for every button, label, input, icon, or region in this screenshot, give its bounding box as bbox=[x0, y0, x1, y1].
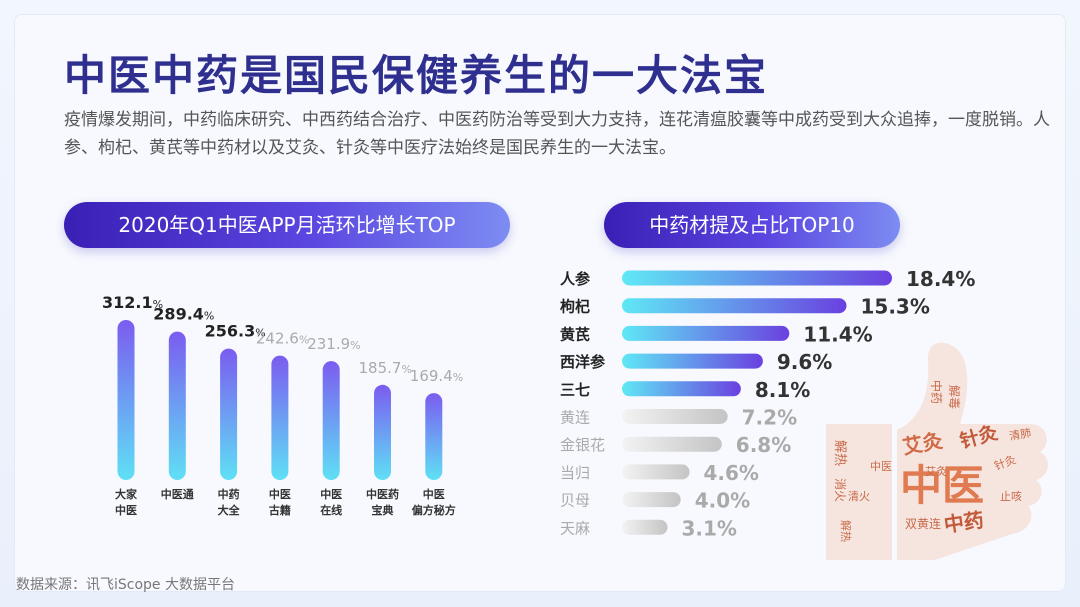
herb-bar-4 bbox=[622, 381, 741, 397]
left-bar-chart: 312.1%大家中医289.4%中医通256.3%中药大全242.6%中医古籍2… bbox=[102, 293, 463, 517]
app-category-label-4: 在线 bbox=[320, 503, 342, 517]
herb-name-2: 黄芪 bbox=[560, 325, 590, 343]
right-chart-title-pill: 中药材提及占比TOP10 bbox=[604, 202, 900, 248]
cloud-small-word-9: 解热 bbox=[839, 520, 853, 542]
herb-bar-9 bbox=[622, 519, 668, 535]
herb-name-1: 枸杞 bbox=[560, 298, 590, 316]
app-category-label-0: 大家 bbox=[115, 487, 138, 501]
herb-name-7: 当归 bbox=[560, 464, 590, 482]
app-category-label-3: 中医 bbox=[269, 487, 291, 501]
cloud-small-word-1: 消火 bbox=[833, 478, 847, 502]
cloud-small-word-8: 中医 bbox=[870, 460, 892, 473]
app-category-label-2: 大全 bbox=[218, 503, 241, 517]
herb-bar-1 bbox=[622, 298, 847, 314]
app-bar-2 bbox=[220, 348, 238, 480]
cloud-small-word-4: 解毒 bbox=[947, 385, 961, 409]
cloud-small-word-0: 解热 bbox=[832, 440, 847, 466]
herb-value-2: 11.4% bbox=[803, 322, 872, 346]
herb-bar-5 bbox=[622, 409, 728, 424]
app-bar-1 bbox=[168, 331, 186, 480]
app-bar-0 bbox=[117, 320, 135, 480]
herb-name-4: 三七 bbox=[560, 381, 590, 399]
right-bar-chart: 人参 18.4% 枸杞 15.3% 黄芪 11.4% 西洋参 9.6% 三七 8.1% 黄连 7.2%… bbox=[560, 267, 975, 540]
thumb-cuff-shape bbox=[826, 424, 892, 560]
app-value-label-3: 242.6% bbox=[256, 330, 309, 348]
cloud-small-word-3: 中药 bbox=[929, 380, 944, 404]
herb-value-0: 18.4% bbox=[906, 267, 975, 291]
app-value-label-6: 169.4% bbox=[410, 367, 463, 385]
app-category-label-3: 古籍 bbox=[269, 503, 291, 517]
herb-value-8: 4.0% bbox=[695, 489, 750, 513]
app-category-label-2: 中药 bbox=[218, 487, 240, 501]
data-source-note: 数据来源：讯飞iScope 大数据平台 bbox=[16, 577, 235, 593]
herb-value-7: 4.6% bbox=[704, 461, 759, 485]
cloud-big-word-0: 中医 bbox=[900, 461, 984, 510]
herb-value-6: 6.8% bbox=[736, 433, 791, 457]
app-bar-5 bbox=[374, 384, 391, 480]
herb-name-9: 天麻 bbox=[560, 519, 590, 537]
app-category-label-0: 中医 bbox=[115, 503, 137, 517]
app-bar-3 bbox=[271, 355, 289, 480]
cloud-small-word-11: 止咳 bbox=[1000, 489, 1022, 503]
app-category-label-4: 中医 bbox=[320, 487, 342, 501]
app-category-label-5: 宝典 bbox=[372, 503, 394, 517]
cloud-small-word-7: 双黄连 bbox=[905, 516, 941, 531]
app-category-label-6: 偏方秘方 bbox=[412, 503, 456, 517]
cloud-small-word-5: 艾灸 bbox=[925, 464, 947, 478]
herb-bar-0 bbox=[622, 270, 892, 286]
app-value-label-2: 256.3% bbox=[205, 322, 266, 341]
herb-value-1: 15.3% bbox=[861, 295, 930, 319]
page-title: 中医中药是国民保健养生的一大法宝 bbox=[64, 51, 769, 100]
herb-name-5: 黄连 bbox=[560, 409, 590, 427]
herb-bar-6 bbox=[622, 436, 722, 452]
app-bar-4 bbox=[322, 361, 340, 480]
herb-bar-3 bbox=[622, 353, 763, 369]
app-value-label-4: 231.9% bbox=[307, 335, 360, 353]
herb-bar-8 bbox=[622, 492, 681, 508]
left-chart-title-pill: 2020年Q1中医APP月活环比增长TOP bbox=[64, 202, 510, 248]
herb-name-0: 人参 bbox=[560, 270, 591, 288]
cloud-small-word-2: 清火 bbox=[848, 490, 870, 503]
herb-name-6: 金银花 bbox=[560, 436, 605, 454]
app-value-label-5: 185.7% bbox=[359, 359, 412, 377]
herb-value-4: 8.1% bbox=[755, 378, 810, 402]
herb-value-3: 9.6% bbox=[777, 350, 832, 374]
app-bar-6 bbox=[425, 393, 443, 480]
herb-bar-7 bbox=[622, 464, 690, 480]
herb-name-8: 贝母 bbox=[560, 492, 590, 510]
app-category-label-5: 中医药 bbox=[366, 487, 399, 501]
herb-name-3: 西洋参 bbox=[560, 353, 606, 371]
app-value-label-0: 312.1% bbox=[102, 293, 163, 312]
app-category-label-6: 中医 bbox=[423, 487, 445, 501]
cloud-big-word-1: 中药 bbox=[942, 508, 985, 537]
herb-value-5: 7.2% bbox=[742, 406, 797, 430]
thumb-hand-shape bbox=[897, 342, 1048, 560]
cloud-small-word-10: 清肺 bbox=[1008, 426, 1032, 443]
app-category-label-1: 中医通 bbox=[161, 487, 194, 501]
page-description: 疫情爆发期间，中药临床研究、中西药结合治疗、中医药防治等受到大力支持，连花清瘟胶… bbox=[64, 110, 1050, 158]
herb-value-9: 3.1% bbox=[681, 516, 736, 540]
app-value-label-1: 289.4% bbox=[153, 305, 214, 324]
herb-bar-2 bbox=[622, 325, 790, 341]
